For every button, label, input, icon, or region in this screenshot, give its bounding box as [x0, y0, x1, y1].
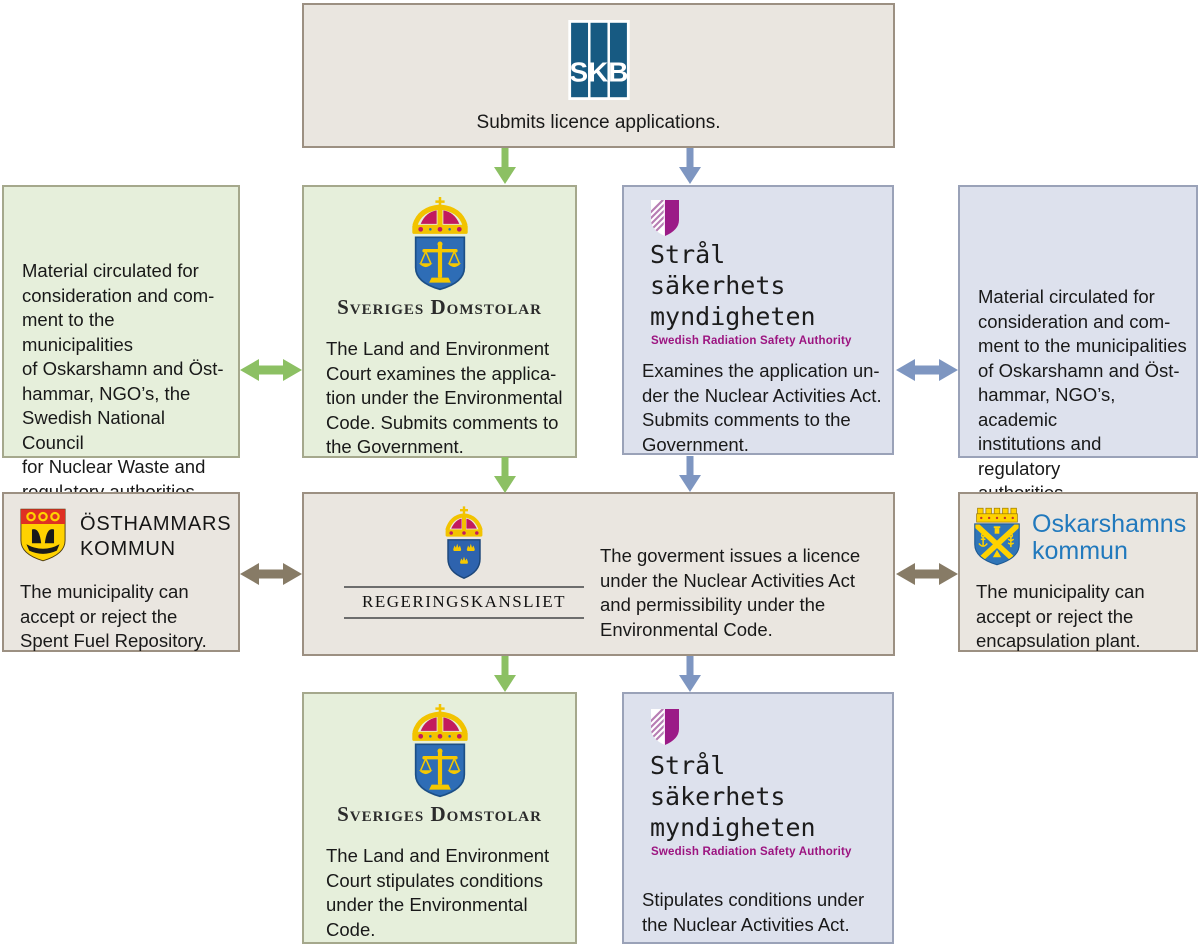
consultation-left-text: Material circulated for consideration an… — [22, 260, 224, 502]
ssm-wordmark: Strål säkerhets myndigheten — [650, 751, 816, 842]
ssm-tagline: Swedish Radiation Safety Authority — [651, 846, 852, 858]
oskarshamn-wordmark: Oskarshamns kommun — [1032, 510, 1187, 565]
regeringskansliet-crest-icon — [436, 506, 492, 580]
skb-caption: Submits licence applications. — [476, 112, 721, 133]
ssm-conditions-box: Strål säkerhets myndigheten Swedish Radi… — [622, 692, 894, 944]
court-examination-text: The Land and Environment Court examines … — [326, 338, 563, 457]
government-box: REGERINGSKANSLIET The goverment issues a… — [302, 492, 895, 656]
osthammar-text: The municipality can accept or reject th… — [20, 581, 207, 651]
consultation-right-text: Material circulated for consideration an… — [978, 286, 1187, 503]
ssm-shield-icon — [650, 199, 680, 237]
arrow-skb-to-ssm — [679, 148, 701, 184]
oskarshamn-text: The municipality can accept or reject th… — [976, 581, 1145, 651]
osthammar-wordmark: ÖSTHAMMARS KOMMUN — [80, 513, 232, 560]
sveriges-domstolar-crest-icon — [398, 197, 482, 291]
arrow-government-to-court — [494, 656, 516, 692]
sveriges-domstolar-wordmark: Sveriges Domstolar — [337, 295, 542, 319]
ssm-examination-text: Examines the application un- der the Nuc… — [642, 360, 882, 455]
arrow-government-to-ssm — [679, 656, 701, 692]
sveriges-domstolar-wordmark: Sveriges Domstolar — [337, 802, 542, 826]
skb-logo-text: SKB — [569, 56, 628, 87]
osthammar-crest-icon — [20, 508, 66, 562]
consultation-right-box: Material circulated for consideration an… — [958, 185, 1198, 503]
regeringskansliet-wordmark: REGERINGSKANSLIET — [344, 586, 584, 619]
ssm-wordmark: Strål säkerhets myndigheten — [650, 240, 816, 331]
ssm-examination-box: Strål säkerhets myndigheten Swedish Radi… — [622, 185, 894, 455]
oskarshamn-crest-icon — [972, 506, 1022, 566]
sveriges-domstolar-crest-icon — [398, 704, 482, 798]
skb-box: SKB Submits licence applications. — [302, 3, 895, 148]
arrow-government-oskarshamn — [896, 563, 958, 585]
government-text: The goverment issues a licence under the… — [600, 545, 861, 640]
ssm-tagline: Swedish Radiation Safety Authority — [651, 335, 852, 347]
skb-logo-icon: SKB — [567, 20, 630, 100]
ssm-shield-icon — [650, 708, 680, 746]
court-conditions-text: The Land and Environment Court stipulate… — [326, 845, 550, 940]
arrow-osthammar-government — [240, 563, 302, 585]
arrow-consultation-right — [896, 359, 958, 381]
consultation-left-box: Material circulated for consideration an… — [2, 185, 240, 502]
arrow-ssm-to-government — [679, 456, 701, 492]
arrow-skb-to-court — [494, 148, 516, 184]
court-conditions-box: Sveriges Domstolar The Land and Environm… — [302, 692, 577, 944]
osthammar-box: ÖSTHAMMARS KOMMUN The municipality can a… — [2, 492, 240, 652]
arrow-consultation-left — [240, 359, 302, 381]
court-examination-box: Sveriges Domstolar The Land and Environm… — [302, 185, 577, 458]
oskarshamn-box: Oskarshamns kommun The municipality can … — [958, 492, 1198, 652]
arrow-court-to-government — [494, 457, 516, 493]
ssm-conditions-text: Stipulates conditions under the Nuclear … — [642, 889, 865, 935]
